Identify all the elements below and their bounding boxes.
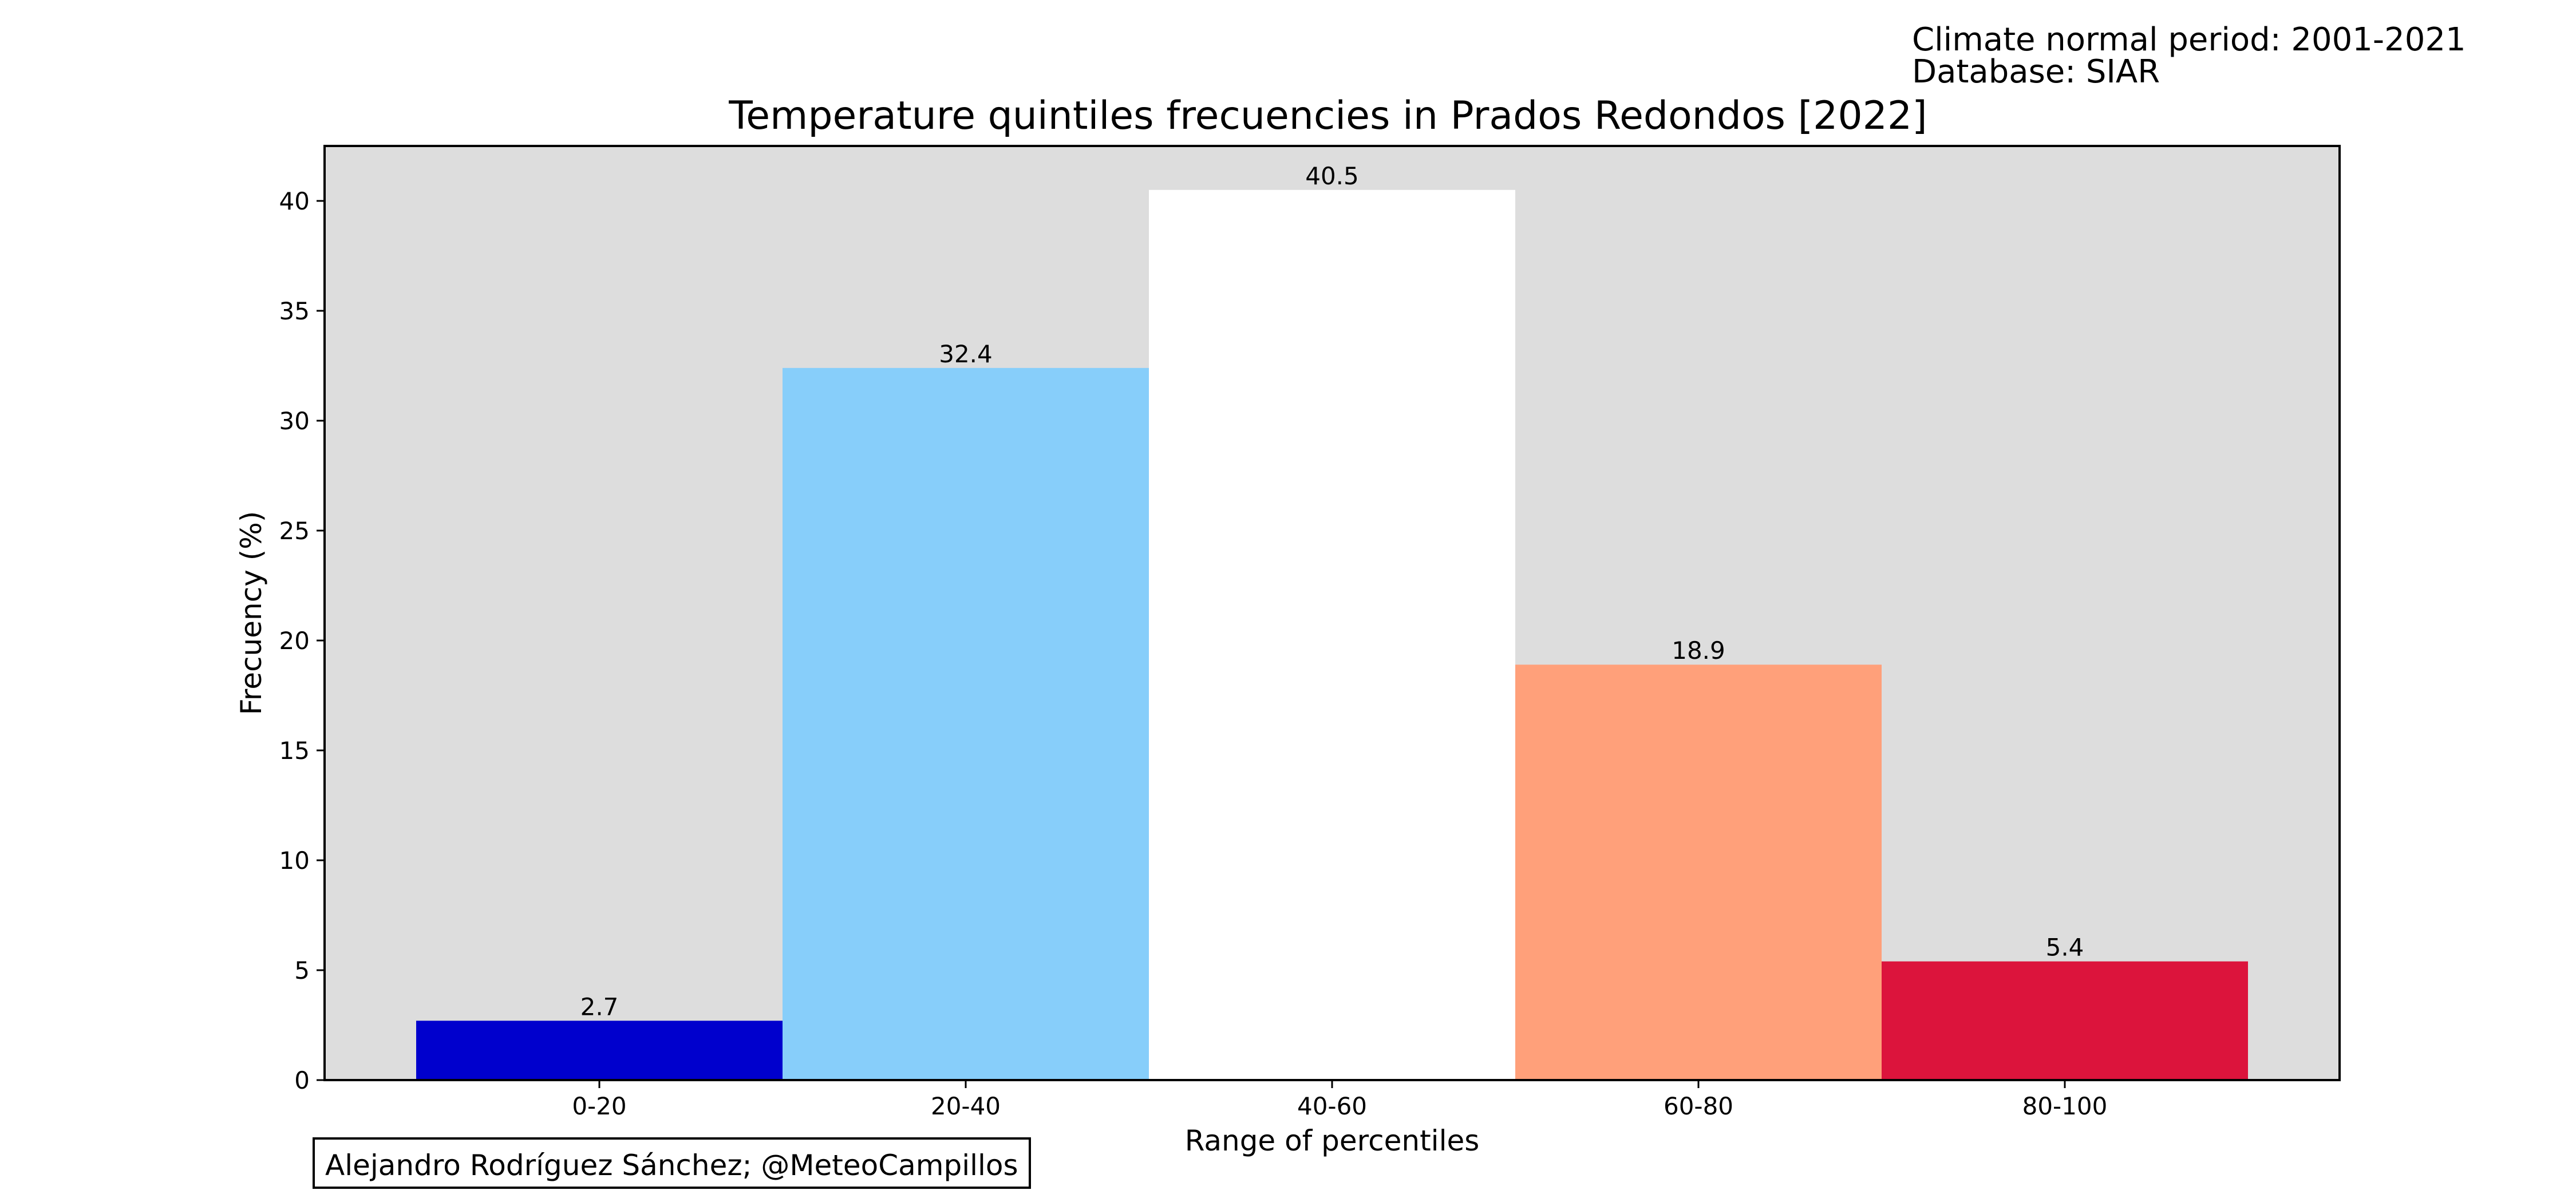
y-tick-label: 5	[294, 956, 310, 984]
bar-80-100	[1882, 961, 2248, 1080]
y-tick-label: 40	[279, 187, 310, 215]
x-tick-label: 40-60	[1297, 1092, 1367, 1120]
bar-value-label: 18.9	[1672, 636, 1725, 665]
y-tick-label: 30	[279, 407, 310, 435]
y-axis-label: Frecuency (%)	[235, 511, 268, 715]
x-tick-label: 20-40	[931, 1092, 1001, 1120]
author-credit: Alejandro Rodríguez Sánchez; @MeteoCampi…	[313, 1137, 1031, 1189]
x-tick-label: 80-100	[2022, 1092, 2108, 1120]
bar-value-label: 40.5	[1305, 162, 1359, 190]
bar-40-60	[1149, 189, 1515, 1080]
y-tick-label: 20	[279, 627, 310, 655]
y-tick-label: 35	[279, 297, 310, 325]
bar-20-40	[783, 367, 1149, 1080]
climate-info: Climate normal period: 2001-2021 Databas…	[1912, 24, 2466, 88]
y-tick-label: 10	[279, 847, 310, 875]
chart-title: Temperature quintiles frecuencies in Pra…	[728, 93, 1927, 139]
plot-frame	[323, 145, 2341, 1081]
x-tick-label: 0-20	[572, 1092, 626, 1120]
climate-normal-period: Climate normal period: 2001-2021	[1912, 21, 2466, 58]
bar-value-label: 2.7	[580, 993, 619, 1021]
y-tick-label: 0	[294, 1066, 310, 1094]
y-tick-label: 15	[279, 737, 310, 765]
x-axis-label: Range of percentiles	[1185, 1124, 1480, 1157]
x-tick-label: 60-80	[1664, 1092, 1733, 1120]
bar-value-label: 5.4	[2046, 934, 2084, 962]
bars-group: 2.7 32.4 40.5 18.9 5.4	[416, 162, 2248, 1080]
bar-60-80	[1515, 665, 1882, 1080]
bar-value-label: 32.4	[939, 340, 993, 368]
bar-0-20	[416, 1021, 783, 1080]
axis-ticks: 0-20 20-40 40-60 60-80 80-100 0 5 10 15 20 25 30 35 4…	[279, 187, 2108, 1120]
y-tick-label: 25	[279, 517, 310, 545]
database-label: Database: SIAR	[1912, 53, 2160, 90]
